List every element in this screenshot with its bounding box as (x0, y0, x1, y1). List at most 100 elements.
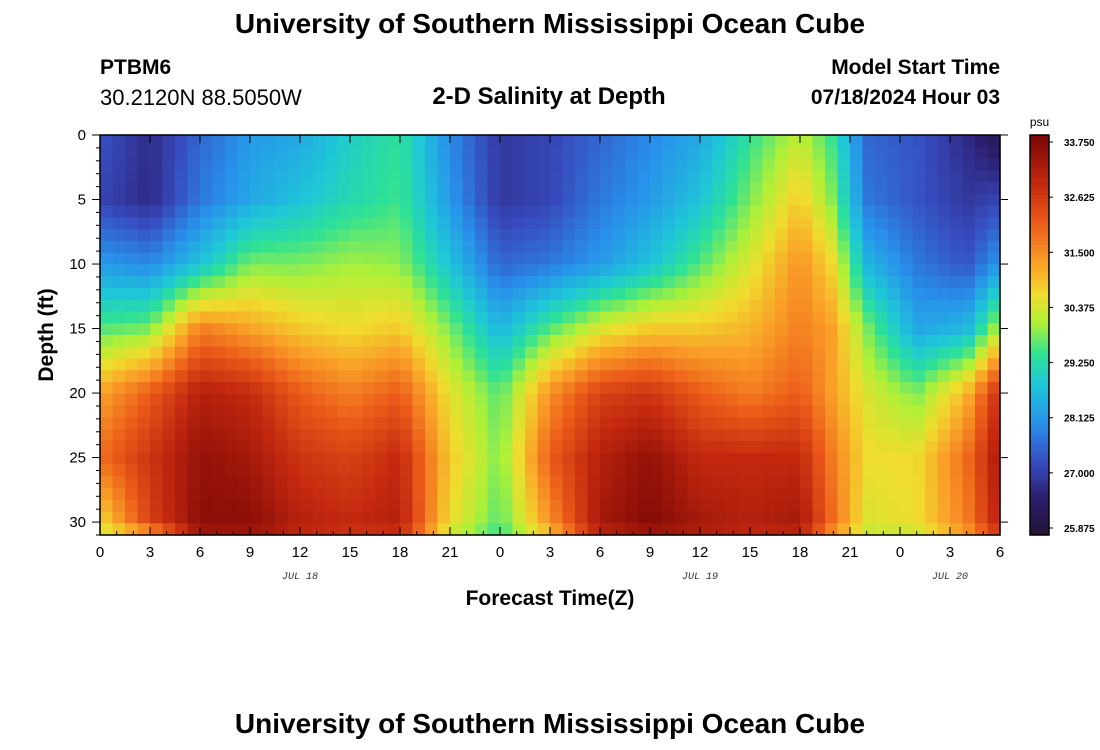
heat-cell (725, 217, 739, 230)
heat-cell (687, 346, 701, 360)
heat-cell (450, 452, 464, 466)
heat-cell (850, 417, 864, 430)
heat-cell (375, 264, 389, 277)
heat-cell (100, 523, 114, 536)
heat-cell (575, 276, 589, 289)
heat-cell (150, 217, 164, 230)
heat-cell (900, 252, 914, 266)
heat-cell (825, 358, 839, 371)
heat-cell (900, 346, 914, 360)
heat-cell (487, 229, 501, 242)
heat-cell (912, 205, 926, 218)
heat-cell (200, 158, 214, 171)
heat-cell (487, 464, 501, 477)
heat-cell (275, 346, 289, 360)
heat-cell (325, 476, 339, 489)
heat-cell (425, 358, 439, 371)
heat-cell (437, 346, 451, 360)
heat-cell (487, 440, 501, 454)
heat-cell (762, 323, 776, 336)
heat-cell (387, 205, 401, 218)
heat-cell (950, 146, 964, 160)
model-start-label: Model Start Time (831, 56, 1000, 79)
heat-cell (800, 452, 814, 466)
heat-cell (900, 335, 914, 348)
heat-cell (725, 135, 739, 148)
heat-cell (750, 311, 764, 324)
heat-cell (375, 464, 389, 477)
heat-cell (962, 252, 976, 266)
heat-cell (400, 182, 414, 195)
heat-cell (550, 440, 564, 454)
heat-cell (137, 476, 151, 489)
heat-cell (625, 276, 639, 289)
x-tick-label: 0 (896, 544, 904, 561)
y-tick-label: 5 (78, 192, 86, 209)
heat-cell (950, 299, 964, 313)
x-tick-label: 3 (946, 544, 954, 561)
heat-cell (387, 264, 401, 277)
heat-cell (362, 158, 376, 171)
heat-cell (925, 146, 939, 160)
heat-cell (637, 299, 651, 313)
heat-cell (387, 523, 401, 536)
heat-cell (437, 499, 451, 513)
heat-cell (112, 440, 126, 454)
heat-cell (387, 335, 401, 348)
heat-cell (100, 146, 114, 160)
heat-cell (550, 452, 564, 466)
heat-cell (487, 170, 501, 183)
heat-cell (675, 299, 689, 313)
colorbar-segment (1030, 335, 1049, 339)
heat-cell (162, 358, 176, 371)
heat-cell (925, 240, 939, 254)
colorbar-segment (1030, 228, 1049, 233)
heat-cell (750, 405, 764, 418)
heat-cell (362, 240, 376, 254)
heat-cell (537, 382, 551, 395)
heat-cell (825, 217, 839, 230)
heat-cell (875, 511, 889, 524)
heat-cell (550, 135, 564, 148)
heat-cell (287, 229, 301, 242)
heat-cell (737, 229, 751, 242)
heat-cell (837, 311, 851, 324)
colorbar-segment (1030, 438, 1049, 443)
heat-cell (200, 287, 214, 301)
heat-cell (412, 499, 426, 513)
heat-cell (262, 182, 276, 195)
heat-cell (962, 452, 976, 466)
heat-cell (800, 405, 814, 418)
heat-cell (400, 464, 414, 477)
heat-cell (875, 240, 889, 254)
heat-cell (175, 440, 189, 454)
heat-cell (150, 276, 164, 289)
heat-cell (337, 229, 351, 242)
heat-cell (262, 229, 276, 242)
heat-cell (312, 276, 326, 289)
heat-cell (100, 452, 114, 466)
heat-cell (137, 393, 151, 407)
heat-cell (175, 393, 189, 407)
heat-cell (987, 182, 1001, 195)
heat-cell (312, 135, 326, 148)
heat-cell (450, 299, 464, 313)
heat-cell (600, 217, 614, 230)
heat-cell (912, 405, 926, 418)
heat-cell (250, 393, 264, 407)
heat-cell (850, 240, 864, 254)
heat-cell (787, 393, 801, 407)
heat-cell (550, 511, 564, 524)
heat-cell (100, 393, 114, 407)
footer-title: University of Southern Mississippi Ocean… (234, 708, 866, 739)
heat-cell (675, 440, 689, 454)
heat-cell (237, 276, 251, 289)
heat-cell (675, 146, 689, 160)
heat-cell (237, 335, 251, 348)
heat-cell (375, 487, 389, 501)
heat-cell (612, 299, 626, 313)
heat-cell (875, 440, 889, 454)
heat-cell (400, 146, 414, 160)
heat-cell (337, 499, 351, 513)
heat-cell (400, 440, 414, 454)
